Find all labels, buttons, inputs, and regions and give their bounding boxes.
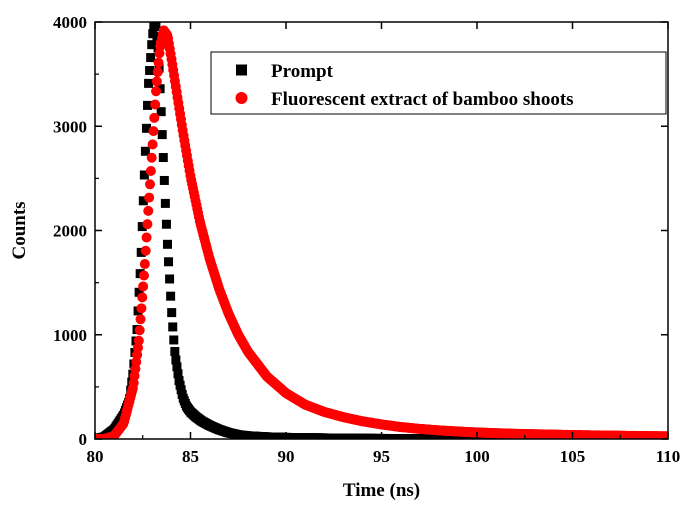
y-tick-label: 3000 — [53, 117, 87, 136]
prompt-point — [162, 239, 172, 249]
prompt-point — [174, 376, 184, 386]
x-tick-label: 95 — [373, 447, 390, 466]
prompt-point — [173, 369, 183, 379]
x-tick-label: 105 — [560, 447, 586, 466]
extract-point — [140, 245, 151, 256]
extract-point — [138, 270, 149, 281]
x-tick-label: 85 — [182, 447, 199, 466]
legend-label: Fluorescent extract of bamboo shoots — [271, 89, 574, 110]
extract-point — [142, 219, 153, 230]
extract-point — [143, 205, 154, 216]
extract-point — [152, 67, 163, 78]
data-layer — [95, 22, 668, 439]
extract-point — [141, 232, 152, 243]
prompt-point — [151, 22, 161, 32]
prompt-point — [169, 335, 179, 345]
x-tick-label: 80 — [87, 447, 104, 466]
extract-point — [145, 165, 156, 176]
legend: Prompt Fluorescent extract of bamboo shoo… — [210, 51, 667, 115]
prompt-point — [145, 65, 155, 75]
legend-box — [210, 51, 667, 115]
x-axis-label: Time (ns) — [343, 480, 420, 501]
extract-point — [133, 335, 144, 346]
prompt-point — [138, 196, 148, 206]
y-tick-label: 0 — [79, 430, 88, 449]
extract-point — [139, 259, 150, 270]
extract-point — [146, 152, 157, 163]
extract-point — [151, 86, 162, 97]
prompt-point — [139, 170, 149, 180]
prompt-point — [158, 153, 168, 163]
prompt-point — [152, 32, 162, 42]
extract-point — [145, 179, 156, 190]
prompt-point — [146, 53, 156, 63]
extract-point — [135, 314, 146, 325]
prompt-point — [140, 146, 150, 156]
prompt-point — [166, 291, 176, 301]
extract-point — [134, 325, 145, 336]
prompt-point — [175, 380, 185, 390]
extract-point — [147, 139, 158, 150]
prompt-point — [165, 274, 175, 284]
legend-items: Prompt Fluorescent extract of bamboo shoo… — [235, 61, 574, 110]
prompt-point — [156, 107, 166, 117]
extract-point — [136, 303, 147, 314]
x-tick-label: 90 — [278, 447, 295, 466]
prompt-point — [141, 123, 151, 133]
y-tick-label: 4000 — [53, 13, 87, 32]
prompt-point — [171, 355, 181, 365]
prompt-point — [144, 78, 154, 88]
prompt-point — [161, 219, 171, 229]
series-2 — [95, 25, 668, 439]
extract-point — [153, 57, 164, 68]
prompt-point — [170, 346, 180, 356]
axis-layer: 80 85 90 95 100 105 110 0 1000 2000 3000 4000 — [53, 13, 680, 466]
prompt-point — [157, 130, 167, 140]
extract-point — [662, 431, 668, 439]
extract-point — [149, 112, 160, 123]
prompt-point — [137, 222, 147, 232]
prompt-point — [147, 40, 157, 50]
y-tick-label: 1000 — [53, 326, 87, 345]
extract-point — [138, 281, 149, 292]
prompt-point — [167, 308, 177, 318]
prompt-point — [143, 100, 153, 110]
x-tick-label: 110 — [656, 447, 681, 466]
legend-marker-prompt — [236, 64, 247, 76]
legend-label: Prompt — [271, 61, 334, 82]
prompt-point — [176, 385, 186, 395]
extract-point — [148, 126, 159, 137]
prompt-point — [168, 322, 178, 332]
y-axis-label: Counts — [9, 201, 30, 259]
prompt-point — [164, 257, 174, 267]
extract-point — [150, 99, 161, 110]
prompt-point — [172, 362, 182, 372]
extract-point — [144, 192, 155, 203]
prompt-point — [160, 198, 170, 208]
prompt-point — [159, 175, 169, 185]
extract-point — [137, 292, 148, 303]
y-tick-label: 2000 — [53, 222, 87, 241]
legend-marker-extract — [235, 92, 248, 104]
x-tick-label: 100 — [464, 447, 490, 466]
prompt-point — [134, 287, 144, 297]
extract-point — [151, 76, 162, 87]
